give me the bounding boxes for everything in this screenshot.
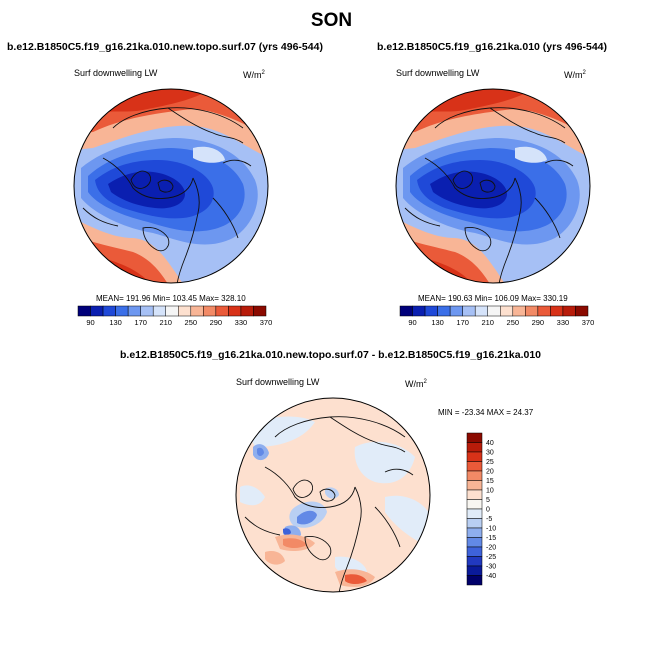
panel-2-colorbar: 90 130 170 210 250 290 330 370: [399, 305, 594, 327]
panel-1-stats: MEAN= 191.96 Min= 103.45 Max= 328.10: [96, 294, 246, 303]
panel-1-colorbar-tick-label: 370: [260, 318, 273, 327]
panel-2-colorbar-tick-label: 370: [582, 318, 595, 327]
panel-2-colorbar-swatch: [500, 305, 514, 317]
panel-3-colorbar-swatch: [466, 546, 483, 557]
panel-2-colorbar-swatch: [449, 305, 463, 317]
panel-1-colorbar-swatch: [115, 305, 129, 317]
panel-2-title: b.e12.B1850C5.f19_g16.21ka.010 (yrs 496-…: [377, 41, 607, 53]
panel-2-colorbar-swatch: [525, 305, 539, 317]
panel-1-colorbar-tick-label: 90: [86, 318, 94, 327]
panel-1-colorbar-swatch: [240, 305, 254, 317]
panel-1-colorbar-swatch: [253, 305, 267, 317]
panel-3-colorbar-tick-label: -5: [486, 516, 492, 523]
panel-3-colorbar-swatch: [466, 451, 483, 462]
panel-3-colorbar-swatch: [466, 480, 483, 491]
panel-1-colorbar-swatch: [140, 305, 154, 317]
panel-3-colorbar-tick-label: 40: [486, 440, 494, 447]
panel-3-colorbar: 40 30 25 20 15 10 5 0 -5 -10 -15 -20 -25 -30 -40: [466, 432, 496, 586]
panel-2-colorbar-swatch: [437, 305, 451, 317]
panel-1-colorbar-swatch: [190, 305, 204, 317]
panel-3-colorbar-tick-label: 25: [486, 459, 494, 466]
panel-3-colorbar-tick-label: -30: [486, 564, 496, 571]
panel-1-variable: Surf downwelling LW: [74, 68, 158, 78]
panel-2-polar-map: [395, 88, 591, 284]
panel-2-colorbar-swatch: [474, 305, 488, 317]
panel-1-colorbar-tick-label: 210: [159, 318, 172, 327]
panel-1-colorbar-swatch: [215, 305, 229, 317]
panel-3-variable: Surf downwelling LW: [236, 377, 320, 387]
panel-3-title: b.e12.B1850C5.f19_g16.21ka.010.new.topo.…: [120, 349, 542, 361]
panel-3-colorbar-tick-label: -40: [486, 573, 496, 580]
panel-2-colorbar-swatch: [412, 305, 426, 317]
panel-1-colorbar: 90 130 170 210 250 290 330 370: [77, 305, 272, 327]
panel-1-colorbar-swatch: [152, 305, 166, 317]
panel-2-colorbar-tick-label: 210: [481, 318, 494, 327]
panel-3-colorbar-tick-label: 30: [486, 450, 494, 457]
panel-2-colorbar-tick-label: 250: [507, 318, 520, 327]
panel-2-colorbar-tick-label: 130: [431, 318, 444, 327]
panel-3-colorbar-tick-label: 0: [486, 507, 490, 514]
panel-3-colorbar-tick-label: -25: [486, 554, 496, 561]
panel-1-colorbar-swatch: [77, 305, 91, 317]
panel-1-colorbar-tick-label: 170: [134, 318, 147, 327]
panel-2-variable: Surf downwelling LW: [396, 68, 480, 78]
panel-1-colorbar-swatch: [178, 305, 192, 317]
panel-3-units: W/m2: [405, 379, 427, 389]
panel-2-colorbar-swatch: [575, 305, 589, 317]
panel-3-colorbar-swatch: [466, 489, 483, 500]
panel-3-colorbar-swatch: [466, 432, 483, 443]
panel-3-colorbar-swatch: [466, 527, 483, 538]
panel-3-colorbar-tick-label: 5: [486, 497, 490, 504]
panel-3-colorbar-swatch: [466, 556, 483, 567]
panel-3-colorbar-swatch: [466, 470, 483, 481]
panel-1-colorbar-tick-label: 250: [185, 318, 198, 327]
panel-3-colorbar-swatch: [466, 508, 483, 519]
panel-2-colorbar-tick-label: 290: [532, 318, 545, 327]
panel-1-colorbar-swatch: [102, 305, 116, 317]
panel-2-units: W/m2: [564, 70, 586, 80]
panel-2-colorbar-swatch: [512, 305, 526, 317]
panel-2-colorbar-swatch: [562, 305, 576, 317]
panel-3-colorbar-tick-label: 15: [486, 478, 494, 485]
panel-3-colorbar-tick-label: 20: [486, 469, 494, 476]
panel-3-colorbar-swatch: [466, 518, 483, 529]
panel-3-colorbar-swatch: [466, 565, 483, 576]
panel-1-colorbar-swatch: [127, 305, 141, 317]
panel-1-units: W/m2: [243, 70, 265, 80]
panel-3-colorbar-swatch: [466, 537, 483, 548]
panel-3-colorbar-swatch: [466, 575, 483, 586]
panel-1-title: b.e12.B1850C5.f19_g16.21ka.010.new.topo.…: [7, 41, 323, 53]
panel-3-polar-map: [235, 397, 431, 593]
panel-1-polar-map: [73, 88, 269, 284]
panel-3-colorbar-tick-label: -15: [486, 535, 496, 542]
panel-1-colorbar-tick-label: 330: [235, 318, 248, 327]
panel-3-colorbar-tick-label: -10: [486, 526, 496, 533]
panel-2-colorbar-swatch: [424, 305, 438, 317]
panel-2-stats: MEAN= 190.63 Min= 106.09 Max= 330.19: [418, 294, 568, 303]
panel-2-colorbar-tick-label: 170: [456, 318, 469, 327]
panel-2-colorbar-swatch: [537, 305, 551, 317]
panel-3-colorbar-swatch: [466, 461, 483, 472]
panel-1-colorbar-swatch: [90, 305, 104, 317]
panel-2-colorbar-swatch: [399, 305, 413, 317]
panel-3-stats: MIN = -23.34 MAX = 24.37: [438, 408, 534, 417]
panel-3-colorbar-tick-label: -20: [486, 545, 496, 552]
panel-3-colorbar-tick-label: 10: [486, 488, 494, 495]
panel-2-colorbar-swatch: [550, 305, 564, 317]
panel-3-colorbar-swatch: [466, 442, 483, 453]
panel-1-colorbar-swatch: [228, 305, 242, 317]
panel-2-colorbar-tick-label: 90: [408, 318, 416, 327]
panel-1-colorbar-swatch: [203, 305, 217, 317]
panel-1-colorbar-tick-label: 290: [210, 318, 223, 327]
panel-1-colorbar-tick-label: 130: [109, 318, 122, 327]
panel-1-colorbar-swatch: [165, 305, 179, 317]
panel-2-colorbar-swatch: [487, 305, 501, 317]
panel-2-colorbar-swatch: [462, 305, 476, 317]
panel-3-colorbar-swatch: [466, 499, 483, 510]
page-title: SON: [310, 10, 353, 31]
panel-2-colorbar-tick-label: 330: [557, 318, 570, 327]
